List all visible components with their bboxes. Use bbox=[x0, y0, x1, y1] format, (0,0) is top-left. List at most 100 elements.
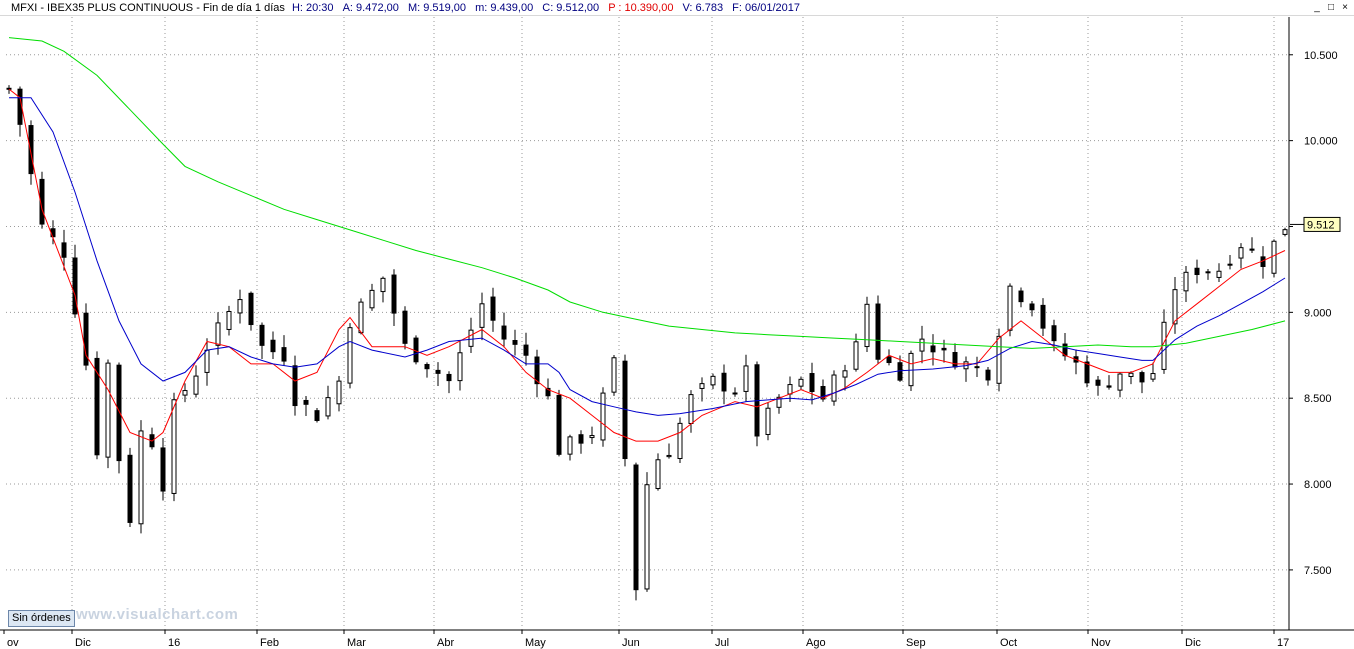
candle-body bbox=[1205, 271, 1211, 274]
candle-body bbox=[1183, 271, 1189, 292]
candle-body bbox=[402, 310, 408, 344]
x-tick-label: Jun bbox=[622, 637, 640, 649]
candle-body bbox=[1007, 285, 1013, 331]
candle-body bbox=[644, 484, 650, 590]
candle-body bbox=[996, 335, 1002, 384]
moving-average-line bbox=[8, 88, 1286, 442]
moving-average-line bbox=[8, 37, 1286, 349]
x-tick-label: Feb bbox=[260, 637, 279, 649]
moving-average-line bbox=[9, 97, 1286, 416]
candle-body bbox=[501, 325, 507, 340]
candle-body bbox=[1238, 247, 1244, 259]
restore-button[interactable]: □ bbox=[1327, 2, 1335, 13]
high-label: M: 9.519,00 bbox=[407, 2, 467, 14]
candle-body bbox=[468, 329, 474, 347]
candle-body bbox=[369, 289, 375, 309]
candle-body bbox=[127, 454, 133, 523]
candle-body bbox=[864, 303, 870, 348]
candle-body bbox=[182, 390, 188, 396]
candle-body bbox=[457, 352, 463, 382]
candle-body bbox=[1227, 263, 1233, 266]
candle-body bbox=[314, 410, 320, 421]
candle-body bbox=[1139, 372, 1145, 383]
candle-body bbox=[1095, 379, 1101, 386]
orders-button[interactable]: Sin órdenes bbox=[8, 610, 75, 627]
candle-body bbox=[94, 357, 100, 456]
y-tick-label: 8.500 bbox=[1304, 393, 1332, 405]
candle-body bbox=[974, 366, 980, 369]
candle-body bbox=[215, 322, 221, 346]
candle-body bbox=[171, 399, 177, 494]
candle-body bbox=[787, 384, 793, 395]
chart-header: MFXI - IBEX35 PLUS CONTINUOUS - Fin de d… bbox=[0, 0, 1354, 16]
candle-body bbox=[688, 394, 694, 424]
candle-body bbox=[1216, 270, 1222, 278]
candle-body bbox=[292, 365, 298, 407]
x-tick-label: Dic bbox=[75, 637, 91, 649]
chart-background bbox=[0, 16, 1354, 649]
candle-body bbox=[380, 277, 386, 293]
y-tick-label: 10.000 bbox=[1304, 136, 1338, 148]
candle-body bbox=[248, 292, 254, 326]
candle-body bbox=[1084, 361, 1090, 384]
open-label: A: 9.472,00 bbox=[342, 2, 399, 14]
candle-body bbox=[952, 351, 958, 368]
candle-body bbox=[985, 369, 991, 381]
candle-body bbox=[798, 378, 804, 387]
x-tick-label: 17 bbox=[1277, 637, 1289, 649]
candle-body bbox=[677, 422, 683, 460]
candle-body bbox=[446, 373, 452, 382]
candle-body bbox=[1172, 289, 1178, 325]
candle-body bbox=[226, 310, 232, 330]
candle-body bbox=[138, 430, 144, 525]
x-tick-label: Sep bbox=[906, 637, 926, 649]
candle-body bbox=[908, 352, 914, 387]
candle-body bbox=[776, 396, 782, 408]
candle-body bbox=[1051, 325, 1057, 342]
candle-body bbox=[567, 436, 573, 455]
candle-body bbox=[611, 357, 617, 393]
candle-body bbox=[391, 274, 397, 314]
close-label: C: 9.512,00 bbox=[542, 2, 600, 14]
x-tick-label: Dic bbox=[1185, 637, 1201, 649]
candle-body bbox=[842, 370, 848, 378]
candle-body bbox=[1018, 290, 1024, 303]
candle-body bbox=[479, 303, 485, 328]
candle-body bbox=[204, 349, 210, 373]
candle-body bbox=[941, 347, 947, 351]
x-tick-label: Jul bbox=[715, 637, 729, 649]
candle-body bbox=[1282, 229, 1288, 235]
x-tick-label: Abr bbox=[437, 637, 454, 649]
candle-body bbox=[831, 374, 837, 402]
candle-body bbox=[523, 344, 529, 356]
candle-body bbox=[930, 345, 936, 353]
candle-body bbox=[809, 373, 815, 392]
y-tick-label: 9.000 bbox=[1304, 307, 1332, 319]
candle-body bbox=[160, 447, 166, 492]
x-tick-label: ov bbox=[7, 637, 19, 649]
low-label: m: 9.439,00 bbox=[475, 2, 534, 14]
candle-body bbox=[435, 369, 441, 374]
candle-body bbox=[1040, 304, 1046, 329]
volume-label: V: 6.783 bbox=[682, 2, 724, 14]
candle-body bbox=[270, 339, 276, 353]
candle-body bbox=[490, 296, 496, 321]
candle-body bbox=[1271, 240, 1277, 274]
candle-body bbox=[1117, 373, 1123, 391]
candle-body bbox=[699, 383, 705, 389]
candle-body bbox=[358, 301, 364, 334]
candle-body bbox=[193, 375, 199, 395]
x-tick-label: 16 bbox=[168, 637, 180, 649]
candle-body bbox=[1029, 303, 1035, 311]
candle-body bbox=[303, 399, 309, 405]
candle-body bbox=[116, 364, 122, 462]
candle-body bbox=[886, 356, 892, 364]
minimize-button[interactable]: _ bbox=[1314, 2, 1320, 13]
x-tick-label: Oct bbox=[1000, 637, 1017, 649]
close-button[interactable]: × bbox=[1342, 2, 1348, 13]
candle-body bbox=[281, 347, 287, 362]
candle-body bbox=[589, 435, 595, 439]
symbol-label: MFXI - IBEX35 PLUS CONTINUOUS - Fin de d… bbox=[11, 2, 285, 14]
